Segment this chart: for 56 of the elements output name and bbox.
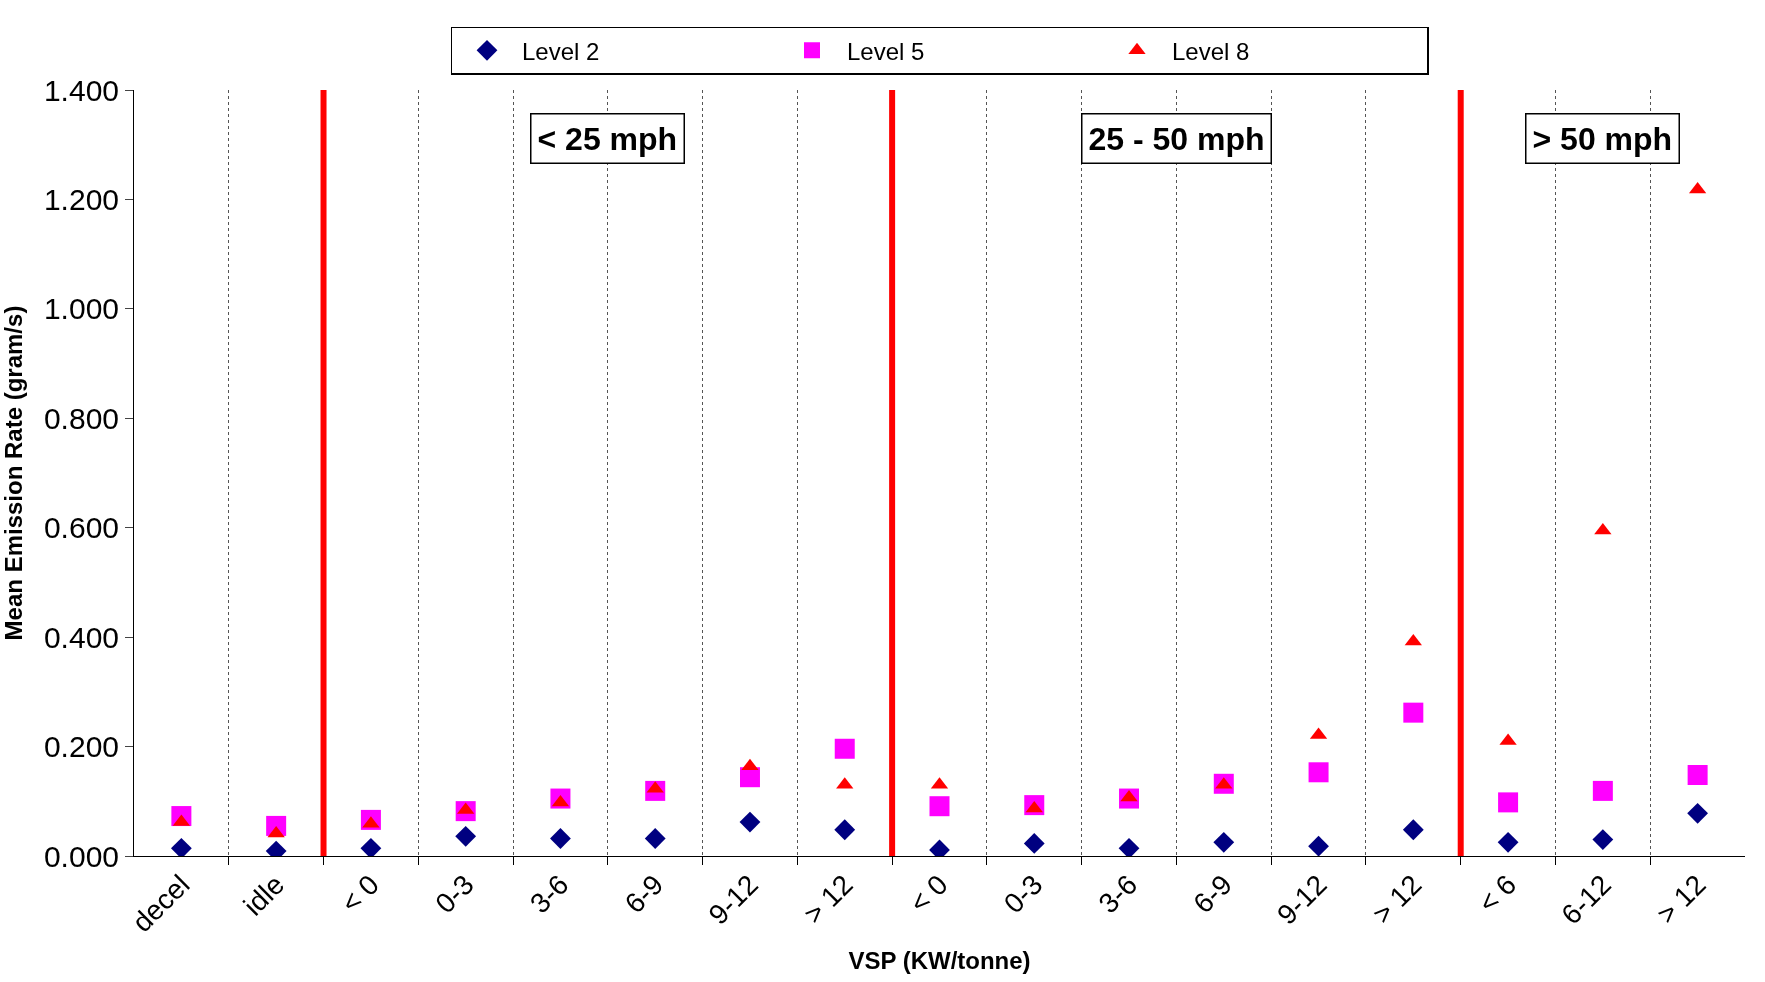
point — [550, 828, 571, 849]
x-tick-label: 3-6 — [1092, 868, 1144, 920]
x-tick-label: > 12 — [797, 868, 859, 930]
x-tick-label: 6-9 — [1187, 868, 1238, 920]
legend-label: Level 5 — [847, 37, 925, 65]
x-axis-title: VSP (KW/tonne) — [848, 947, 1031, 975]
y-tick-label: 1.000 — [43, 292, 119, 326]
annotation: < 25 mph — [537, 120, 678, 157]
y-tick-label: 0.400 — [43, 620, 119, 654]
y-tick-label: 0.800 — [43, 401, 119, 435]
x-tick-label: < 0 — [335, 868, 386, 919]
point — [1308, 835, 1329, 856]
point — [1594, 522, 1612, 535]
x-tick-label: idle — [237, 868, 291, 922]
point — [1687, 802, 1709, 824]
x-tick-label: < 0 — [903, 868, 954, 919]
annotation: > 50 mph — [1532, 120, 1673, 157]
y-tick-label: 0.600 — [43, 511, 119, 545]
point — [1213, 831, 1235, 853]
x-tick-label: 3-6 — [524, 868, 575, 920]
point — [834, 819, 856, 841]
y-tick-label: 0.000 — [43, 839, 119, 873]
point — [1120, 789, 1138, 802]
point — [644, 828, 666, 849]
y-tick-label: 1.200 — [43, 182, 119, 216]
point — [1687, 765, 1708, 786]
legend-label: Level 2 — [522, 37, 600, 65]
x-tick-label: 6-12 — [1555, 868, 1617, 931]
point — [741, 758, 759, 771]
point — [834, 738, 855, 759]
point — [739, 811, 761, 833]
point — [929, 796, 950, 817]
point — [1402, 819, 1424, 841]
point — [1592, 829, 1614, 850]
x-tick-label: 0-3 — [429, 868, 480, 920]
point — [455, 825, 477, 847]
point — [1025, 800, 1043, 813]
point — [1308, 762, 1329, 783]
x-tick-label: 0-3 — [997, 868, 1049, 920]
point — [1498, 792, 1519, 813]
y-tick-label: 1.400 — [43, 73, 119, 107]
x-tick-label: > 12 — [1366, 868, 1428, 930]
x-tick-label: 6-9 — [618, 868, 670, 920]
point — [1497, 831, 1519, 853]
annotation: 25 - 50 mph — [1088, 120, 1265, 157]
point — [170, 837, 192, 856]
point — [1592, 780, 1613, 801]
point — [1023, 833, 1045, 854]
x-tick-label: > 12 — [1650, 868, 1712, 930]
point — [1118, 837, 1140, 856]
point — [360, 837, 382, 856]
point — [1403, 702, 1424, 723]
y-axis-title: Mean Emission Rate (gram/s) — [0, 305, 27, 641]
y-tick-label: 0.200 — [43, 730, 119, 764]
x-tick-label: < 6 — [1472, 868, 1523, 919]
legend-label: Level 8 — [1172, 37, 1250, 65]
